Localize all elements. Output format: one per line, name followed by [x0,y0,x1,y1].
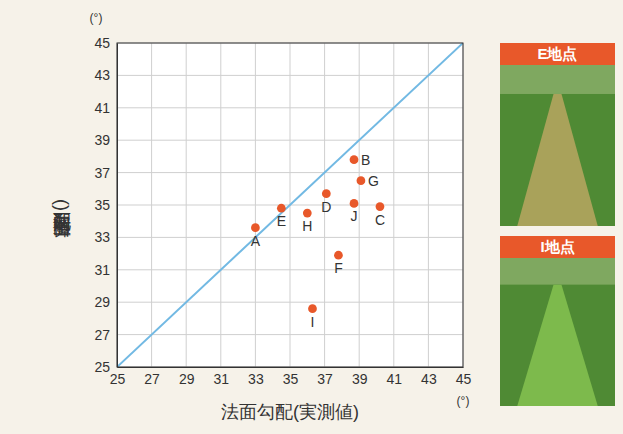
photo-panel: E地点 [500,43,615,226]
tick-label: 35 [283,371,299,387]
tick: 27 [144,367,160,387]
tick: 37 [94,165,117,181]
grid-line-y [117,107,463,108]
grid-line-y [117,269,463,270]
tick: 25 [110,367,126,387]
tick-label: 29 [94,294,110,310]
tick-label: 45 [94,35,110,51]
point [350,199,359,208]
point [350,155,359,164]
tick: 25 [94,359,117,375]
y-axis: 25 27 29 31 33 35 37 39 41 43 45 [94,35,117,375]
tick-label: 31 [214,371,230,387]
axis-line [117,44,118,368]
point-label: E [277,213,286,229]
point [277,204,286,213]
point-labels: A B C D E F G H I J [251,152,385,330]
tick: 39 [352,367,368,387]
tick-label: 27 [94,327,110,343]
tick-label: 37 [317,371,333,387]
tick-label: 31 [94,262,110,278]
tick-label: 37 [94,165,110,181]
tick-label: 39 [94,132,110,148]
photo-header [500,43,615,65]
point [334,251,343,260]
tick: 45 [94,35,117,51]
grid-line-y [117,237,463,238]
axis-line [118,367,464,368]
point-label: A [251,233,261,249]
tick: 33 [94,229,117,245]
tick-label: 33 [248,371,264,387]
tick: 31 [214,367,230,387]
photo-header [500,236,615,258]
point-label: C [375,212,385,228]
point-label: G [368,173,379,189]
tick-label: 29 [179,371,195,387]
tick: 37 [317,367,333,387]
photo-title: E地点 [537,45,577,62]
tick: 41 [387,367,403,387]
point [357,176,366,185]
grid-line-y [117,302,463,303]
grid-line-y [117,334,463,335]
photo-sky [500,65,615,94]
photo-panel: I地点 [500,236,615,406]
point-label: H [302,218,312,234]
point [303,209,312,218]
tick: 35 [94,197,117,213]
x-unit: (°) [457,394,470,408]
point-label: J [351,208,358,224]
photo [500,65,615,226]
y-axis-title: 法面勾配(算出値) [52,199,72,238]
grid-line-y [117,75,463,76]
photo-sky [500,258,615,285]
tick: 27 [94,327,117,343]
tick-label: 25 [94,359,110,375]
tick-label: 41 [387,371,403,387]
point [322,189,331,198]
tick-label: 33 [94,229,110,245]
tick-label: 27 [144,371,160,387]
tick: 33 [248,367,264,387]
x-axis-title: 法面勾配(実測値) [221,402,359,422]
tick: 31 [94,262,117,278]
tick: 29 [179,367,195,387]
tick: 41 [94,100,117,116]
plot-frame [117,43,463,367]
tick-label: 43 [94,67,110,83]
tick: 43 [421,367,437,387]
tick-label: 45 [456,371,472,387]
x-axis: 25 27 29 31 33 35 37 39 41 43 45 [110,367,472,387]
grid [117,43,463,367]
tick: 29 [94,294,117,310]
tick-label: 39 [352,371,368,387]
point-label: I [311,314,315,330]
photo-title: I地点 [540,238,574,255]
point [308,304,317,313]
photo [500,258,615,406]
tick-label: 35 [94,197,110,213]
chart: 25 27 29 31 33 35 37 39 41 43 45 25 27 29 31 33 35 37 39 41… [0,0,623,434]
point-label: D [321,199,331,215]
y-unit: (°) [90,11,103,25]
tick: 39 [94,132,117,148]
tick-label: 25 [110,371,126,387]
point-label: B [361,152,370,168]
point [376,202,385,211]
tick-label: 43 [421,371,437,387]
tick: 45 [456,367,472,387]
grid-line-y [117,140,463,141]
photo-levee [517,285,598,406]
marks [117,43,463,367]
reference-line [117,43,463,367]
plot-background [117,43,463,367]
tick: 43 [94,67,117,83]
tick-label: 41 [94,100,110,116]
point [251,223,260,232]
tick: 35 [283,367,299,387]
point-label: F [334,260,343,276]
photo-levee [517,94,598,226]
grid-line-y [117,172,463,173]
